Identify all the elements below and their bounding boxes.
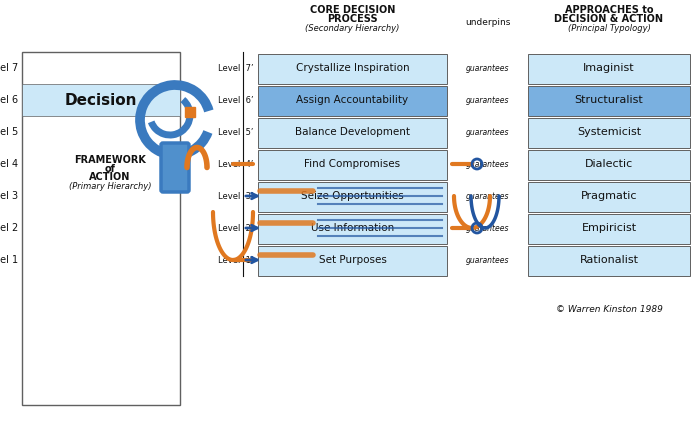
FancyBboxPatch shape [258, 150, 447, 180]
Text: Level  5’: Level 5’ [218, 127, 253, 137]
FancyBboxPatch shape [22, 52, 180, 405]
FancyBboxPatch shape [22, 84, 180, 116]
Text: Dialectic: Dialectic [585, 159, 633, 169]
FancyBboxPatch shape [161, 143, 189, 192]
FancyBboxPatch shape [528, 86, 690, 116]
Text: Level  2’: Level 2’ [218, 223, 253, 233]
Text: Level  1’: Level 1’ [218, 255, 253, 264]
Text: Empiricist: Empiricist [582, 223, 636, 233]
Text: (Principal Typology): (Principal Typology) [568, 24, 650, 33]
FancyBboxPatch shape [528, 182, 690, 212]
FancyBboxPatch shape [258, 182, 447, 212]
Text: (Primary Hierarchy): (Primary Hierarchy) [69, 182, 151, 191]
Text: guarantees: guarantees [466, 63, 510, 72]
FancyBboxPatch shape [258, 118, 447, 148]
Text: Systemicist: Systemicist [577, 127, 641, 137]
FancyBboxPatch shape [528, 54, 690, 84]
FancyBboxPatch shape [528, 118, 690, 148]
Text: Imaginist: Imaginist [583, 63, 635, 73]
Text: guarantees: guarantees [466, 159, 510, 168]
Text: © Warren Kinston 1989: © Warren Kinston 1989 [556, 305, 662, 314]
Text: Level 2: Level 2 [0, 223, 18, 233]
Text: guarantees: guarantees [466, 96, 510, 104]
FancyBboxPatch shape [258, 86, 447, 116]
Text: Level  4’: Level 4’ [218, 159, 253, 168]
Text: Balance Development: Balance Development [295, 127, 410, 137]
FancyBboxPatch shape [258, 214, 447, 244]
Text: CORE DECISION: CORE DECISION [310, 5, 396, 15]
Text: Level  7’: Level 7’ [218, 63, 253, 72]
Text: guarantees: guarantees [466, 192, 510, 201]
Text: Crystallize Inspiration: Crystallize Inspiration [295, 63, 409, 73]
Text: Level 5: Level 5 [0, 127, 18, 137]
FancyBboxPatch shape [258, 246, 447, 276]
Text: Level 3: Level 3 [0, 191, 18, 201]
Text: Set Purposes: Set Purposes [318, 255, 386, 265]
Text: guarantees: guarantees [466, 255, 510, 264]
Text: Level 6: Level 6 [0, 95, 18, 105]
Text: guarantees: guarantees [466, 127, 510, 137]
Text: Level  6’: Level 6’ [218, 96, 253, 104]
Text: Level  3’: Level 3’ [218, 192, 253, 201]
Text: Decision: Decision [64, 93, 137, 107]
FancyBboxPatch shape [258, 54, 447, 84]
Text: Rationalist: Rationalist [580, 255, 638, 265]
Text: PROCESS: PROCESS [327, 14, 378, 24]
Text: Structuralist: Structuralist [575, 95, 643, 105]
Text: ACTION: ACTION [90, 172, 131, 182]
Text: FRAMEWORK: FRAMEWORK [74, 155, 146, 165]
Text: APPROACHES to: APPROACHES to [565, 5, 653, 15]
Text: Level 1: Level 1 [0, 255, 18, 265]
Text: Level 4: Level 4 [0, 159, 18, 169]
FancyBboxPatch shape [528, 246, 690, 276]
Text: Find Compromises: Find Compromises [304, 159, 400, 169]
Text: (Secondary Hierarchy): (Secondary Hierarchy) [305, 24, 400, 33]
Text: Level 7: Level 7 [0, 63, 18, 73]
FancyBboxPatch shape [528, 214, 690, 244]
Text: Assign Accountability: Assign Accountability [296, 95, 409, 105]
Text: guarantees: guarantees [466, 223, 510, 233]
Text: underpins: underpins [465, 18, 510, 27]
Text: Seize Opportunities: Seize Opportunities [301, 191, 404, 201]
Text: Use Information: Use Information [311, 223, 394, 233]
FancyBboxPatch shape [528, 150, 690, 180]
Text: Pragmatic: Pragmatic [581, 191, 637, 201]
Text: of: of [104, 164, 116, 174]
Text: DECISION & ACTION: DECISION & ACTION [554, 14, 664, 24]
